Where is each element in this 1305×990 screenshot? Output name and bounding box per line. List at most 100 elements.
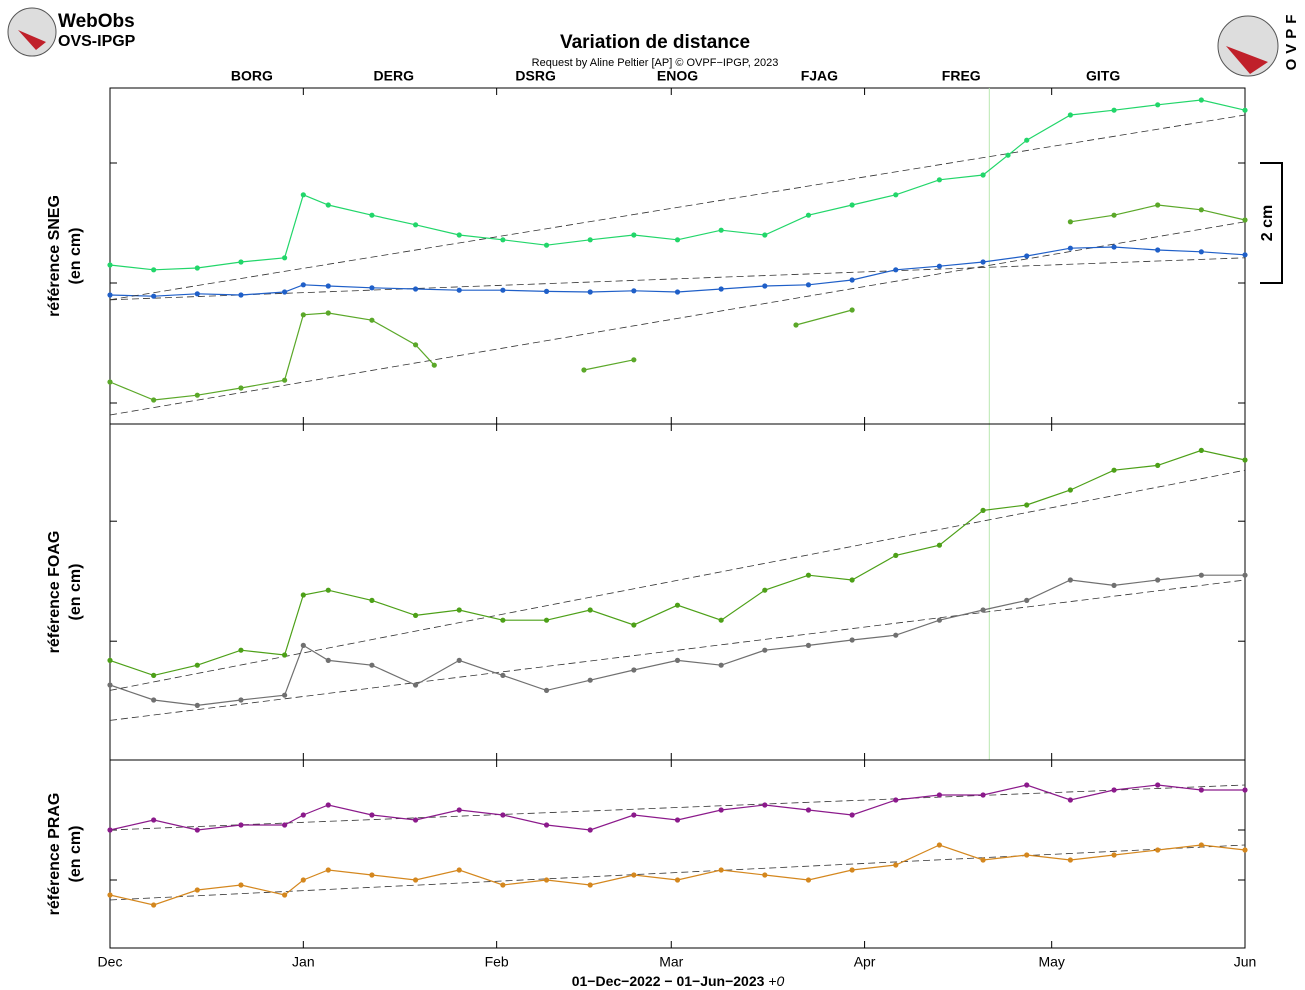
logo-text: OVS-IPGP: [58, 33, 136, 50]
data-point: [849, 307, 855, 313]
data-point: [587, 237, 593, 243]
chart-subtitle: Request by Aline Peltier [AP] © OVPF−IPG…: [532, 57, 779, 69]
scale-bar: [1260, 162, 1283, 284]
data-point: [762, 232, 768, 238]
data-point: [107, 682, 113, 688]
data-point: [1067, 245, 1073, 251]
data-point: [238, 822, 244, 828]
data-point: [980, 507, 986, 513]
data-point: [325, 310, 331, 316]
data-point: [1242, 457, 1248, 463]
legend-label: DERG: [374, 68, 415, 84]
data-point: [1242, 847, 1248, 853]
data-point: [674, 877, 681, 883]
data-point: [369, 317, 375, 323]
data-point: [587, 882, 593, 888]
data-point: [412, 612, 419, 619]
data-point: [805, 212, 812, 218]
data-point: [893, 862, 899, 868]
data-point: [543, 822, 550, 828]
data-point: [543, 288, 550, 294]
data-point: [1067, 797, 1073, 803]
legend-label: FJAG: [801, 68, 838, 84]
data-point: [500, 617, 506, 623]
data-point: [412, 682, 419, 688]
data-point: [238, 385, 244, 391]
data-point: [151, 293, 157, 299]
data-point: [631, 872, 637, 878]
logo-left: WebObs OVS-IPGP: [7, 7, 136, 57]
data-point: [369, 812, 375, 818]
data-point: [325, 867, 331, 873]
data-point: [500, 812, 506, 818]
legend-label: BORG: [231, 68, 273, 84]
data-point: [300, 877, 306, 883]
data-point: [151, 672, 157, 679]
data-point: [805, 807, 812, 813]
data-point: [762, 647, 768, 653]
data-point: [581, 367, 587, 373]
data-point: [893, 797, 899, 803]
chart-title: Variation de distance: [560, 32, 750, 53]
data-point: [1155, 102, 1161, 108]
data-point: [107, 892, 113, 898]
x-axis-label-offset: +0: [768, 973, 784, 989]
data-point: [107, 827, 113, 833]
series-line: [109, 204, 1246, 401]
x-tick-label: Jan: [292, 954, 315, 970]
data-point: [412, 222, 419, 228]
data-point: [543, 617, 550, 623]
data-point: [936, 617, 943, 623]
data-point: [456, 867, 462, 873]
data-point: [543, 877, 550, 883]
data-point: [674, 602, 681, 608]
data-point: [282, 692, 288, 698]
data-point: [936, 842, 943, 848]
data-point: [893, 192, 899, 198]
data-point: [631, 812, 637, 818]
data-point: [369, 662, 375, 668]
data-point: [300, 592, 306, 598]
data-point: [631, 622, 637, 628]
data-point: [1067, 857, 1073, 863]
data-point: [300, 642, 306, 649]
plot-frame: [109, 759, 1246, 949]
trend-line: [109, 844, 1246, 901]
data-point: [980, 792, 986, 798]
trend-line: [109, 257, 1246, 301]
data-point: [762, 802, 768, 808]
data-point: [282, 822, 288, 828]
y-axis-label: (en cm): [67, 826, 84, 883]
data-point: [849, 637, 855, 643]
data-point: [431, 362, 437, 368]
data-point: [718, 662, 724, 668]
data-point: [1242, 217, 1248, 223]
data-point: [936, 792, 943, 798]
data-point: [325, 283, 331, 289]
data-point: [151, 697, 157, 703]
data-point: [631, 357, 637, 363]
data-point: [1155, 847, 1161, 853]
data-point: [631, 667, 637, 673]
data-point: [980, 172, 986, 178]
data-point: [936, 263, 943, 269]
series-line: [109, 99, 1246, 271]
data-point: [718, 617, 724, 623]
data-point: [980, 607, 986, 613]
data-point: [1155, 462, 1161, 468]
x-axis-label: 01−Dec−2022 − 01−Jun−2023 +0: [572, 973, 785, 989]
y-axis-label: (en cm): [67, 228, 84, 285]
series-line: [109, 574, 1245, 707]
data-point: [325, 202, 331, 208]
y-axis-label: référence SNEG: [46, 195, 63, 317]
data-point: [369, 285, 375, 291]
data-point: [1155, 202, 1161, 208]
trend-line: [109, 114, 1246, 301]
data-point: [1111, 467, 1117, 473]
data-point: [282, 255, 288, 261]
data-point: [849, 202, 855, 208]
data-point: [194, 827, 200, 833]
plot-frame: [109, 423, 1246, 761]
x-tick-label: Mar: [659, 954, 683, 970]
data-point: [151, 397, 157, 403]
